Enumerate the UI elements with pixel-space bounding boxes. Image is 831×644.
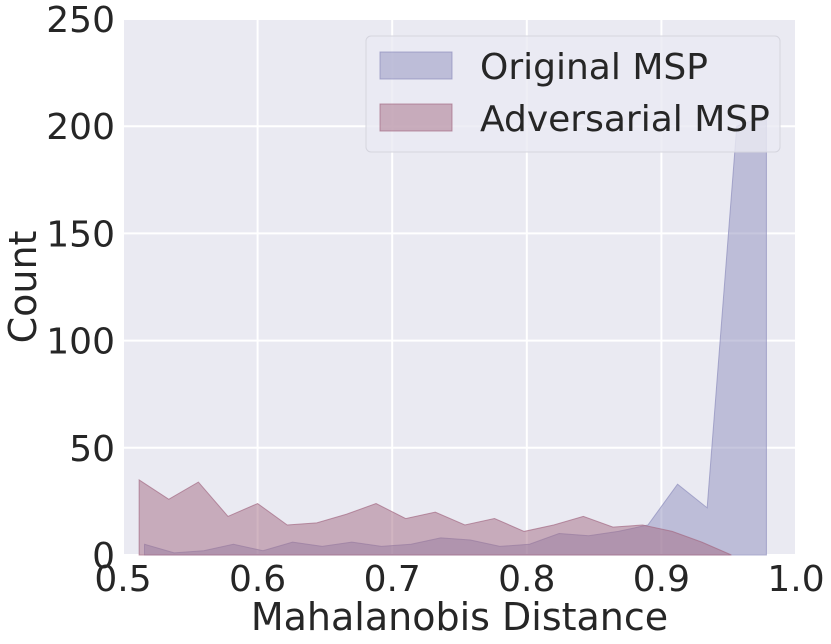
x-tick-label: 0.8: [498, 559, 555, 600]
y-tick-label: 150: [46, 214, 115, 255]
y-tick-label: 100: [46, 322, 115, 363]
legend-label: Adversarial MSP: [480, 99, 770, 140]
x-tick-label: 0.9: [633, 559, 690, 600]
legend-swatch: [379, 103, 453, 132]
y-axis-label: Count: [1, 231, 45, 344]
legend-frame: [365, 35, 781, 153]
legend: Original MSP Adversarial MSP: [365, 35, 781, 153]
legend-label: Original MSP: [480, 47, 708, 88]
y-tick-label: 250: [46, 0, 115, 41]
y-axis-ticks: 0 50 100 150 200 250: [46, 0, 115, 577]
x-tick-label: 0.6: [229, 559, 286, 600]
legend-swatch: [379, 51, 453, 80]
x-axis-label: Mahalanobis Distance: [251, 595, 668, 639]
y-tick-label: 0: [92, 536, 115, 577]
x-tick-label: 1.0: [767, 559, 824, 600]
y-tick-label: 50: [69, 429, 115, 470]
series-area-adversarial-msp: [138, 479, 732, 556]
x-tick-label: 0.7: [364, 559, 421, 600]
x-tick-label: 0.5: [94, 559, 151, 600]
y-tick-label: 200: [46, 107, 115, 148]
x-axis-ticks: 0.5 0.6 0.7 0.8 0.9 1.0: [94, 559, 824, 600]
series-layer: [138, 114, 767, 556]
